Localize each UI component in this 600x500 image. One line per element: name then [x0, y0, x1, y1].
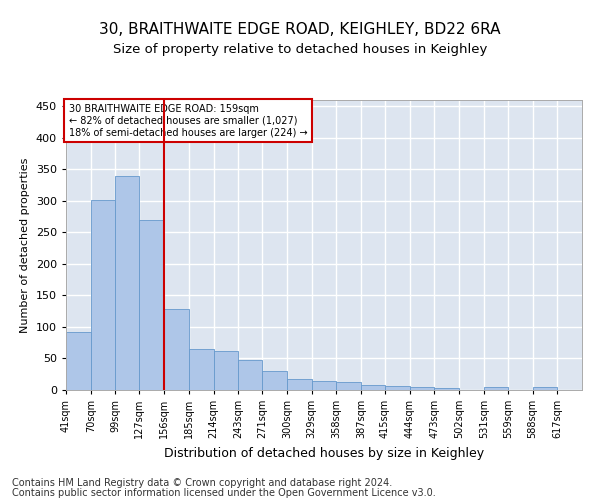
Bar	[66, 332, 91, 390]
Bar	[385, 386, 410, 390]
Text: Contains HM Land Registry data © Crown copyright and database right 2024.: Contains HM Land Registry data © Crown c…	[12, 478, 392, 488]
Text: 30 BRAITHWAITE EDGE ROAD: 159sqm
← 82% of detached houses are smaller (1,027)
18: 30 BRAITHWAITE EDGE ROAD: 159sqm ← 82% o…	[68, 104, 307, 138]
Bar	[91, 200, 115, 390]
Bar	[410, 388, 434, 390]
Text: Contains public sector information licensed under the Open Government Licence v3: Contains public sector information licen…	[12, 488, 436, 498]
Bar	[337, 382, 361, 390]
Bar	[214, 351, 238, 390]
Bar	[189, 349, 214, 390]
X-axis label: Distribution of detached houses by size in Keighley: Distribution of detached houses by size …	[164, 446, 484, 460]
Bar	[434, 388, 459, 390]
Bar	[115, 176, 139, 390]
Y-axis label: Number of detached properties: Number of detached properties	[20, 158, 30, 332]
Bar	[164, 310, 189, 390]
Bar	[533, 388, 557, 390]
Bar	[484, 388, 508, 390]
Text: Size of property relative to detached houses in Keighley: Size of property relative to detached ho…	[113, 42, 487, 56]
Bar	[238, 360, 262, 390]
Bar	[262, 371, 287, 390]
Bar	[139, 220, 164, 390]
Text: 30, BRAITHWAITE EDGE ROAD, KEIGHLEY, BD22 6RA: 30, BRAITHWAITE EDGE ROAD, KEIGHLEY, BD2…	[99, 22, 501, 38]
Bar	[311, 380, 337, 390]
Bar	[361, 385, 385, 390]
Bar	[287, 378, 311, 390]
